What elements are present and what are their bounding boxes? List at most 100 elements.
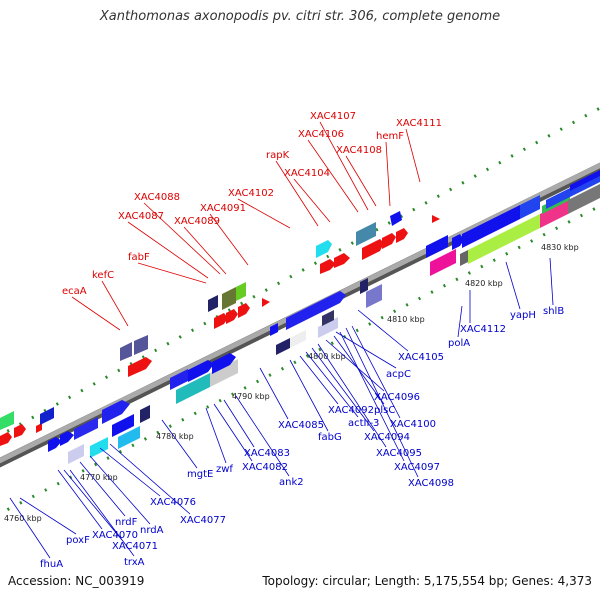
gene-feature[interactable] — [176, 373, 210, 404]
gene-feature[interactable] — [226, 309, 238, 324]
gene-feature[interactable] — [430, 249, 456, 276]
gene-feature[interactable] — [390, 211, 402, 226]
reverse-gene-label[interactable]: trxA — [124, 557, 145, 568]
reverse-gene-label[interactable]: XAC4098 — [408, 478, 454, 489]
gene-feature[interactable] — [362, 239, 384, 260]
reverse-gene-label[interactable]: XAC4083 — [244, 448, 290, 459]
reverse-gene-label[interactable]: ank2 — [279, 477, 304, 488]
gene-feature[interactable] — [356, 222, 376, 246]
forward-gene-label[interactable]: XAC4087 — [118, 211, 164, 222]
forward-gene-label[interactable]: rapK — [266, 150, 290, 161]
reverse-gene-label[interactable]: yapH — [510, 310, 536, 321]
reverse-gene-label[interactable]: XAC4071 — [112, 541, 158, 552]
gene-feature[interactable] — [238, 303, 250, 318]
gene-feature[interactable] — [90, 437, 108, 458]
reverse-gene-label[interactable]: mgtE — [187, 469, 213, 480]
reverse-gene-label[interactable]: XAC4105 — [398, 352, 444, 363]
forward-gene-label[interactable]: XAC4088 — [134, 192, 180, 203]
reverse-gene-label[interactable]: XAC4112 — [460, 324, 506, 335]
reverse-gene-label[interactable]: nrdA — [140, 525, 164, 536]
gene-feature[interactable] — [360, 278, 368, 294]
forward-gene-label[interactable]: XAC4089 — [174, 216, 220, 227]
gene-feature[interactable] — [432, 215, 440, 223]
gene-feature[interactable] — [210, 359, 238, 387]
gene-feature[interactable] — [366, 284, 382, 308]
gene-feature[interactable] — [290, 330, 306, 348]
reverse-gene-label[interactable]: fhuA — [40, 559, 63, 570]
gene-feature[interactable] — [452, 234, 464, 250]
reverse-gene-label[interactable]: actII-3 — [348, 418, 379, 429]
gene-feature[interactable] — [520, 195, 540, 219]
gene-feature[interactable] — [60, 431, 74, 446]
gene-feature[interactable] — [568, 184, 600, 214]
gene-feature[interactable] — [334, 253, 350, 268]
gene-feature[interactable] — [128, 357, 152, 377]
gene-feature[interactable] — [382, 233, 396, 249]
gene-feature[interactable] — [276, 338, 290, 355]
forward-gene-label[interactable]: fabF — [128, 252, 150, 263]
gene-feature[interactable] — [540, 200, 568, 228]
gene-feature[interactable] — [0, 411, 14, 430]
reverse-gene-label[interactable]: XAC4095 — [376, 448, 422, 459]
reverse-gene-label[interactable]: XAC4085 — [278, 420, 324, 431]
gene-feature[interactable] — [236, 282, 246, 301]
forward-gene-label[interactable]: ecaA — [62, 286, 87, 297]
gene-feature[interactable] — [14, 424, 26, 438]
gene-feature[interactable] — [0, 432, 12, 446]
reverse-gene-label[interactable]: XAC4094 — [364, 432, 410, 443]
reverse-gene-label[interactable]: XAC4097 — [394, 462, 440, 473]
gene-feature[interactable] — [316, 240, 332, 258]
reverse-gene-label[interactable]: nrdF — [115, 517, 138, 528]
gene-feature[interactable] — [120, 342, 132, 361]
reverse-gene-label[interactable]: XAC4082 — [242, 462, 288, 473]
reverse-gene-label[interactable]: fabG — [318, 432, 342, 443]
gene-feature[interactable] — [322, 310, 334, 326]
forward-gene-label[interactable]: XAC4102 — [228, 188, 274, 199]
reverse-gene-label[interactable]: poxF — [66, 535, 90, 546]
reverse-gene-label[interactable]: XAC4100 — [390, 419, 436, 430]
gene-feature[interactable] — [468, 214, 540, 264]
reverse-gene-label[interactable]: shlB — [543, 306, 564, 317]
gene-feature[interactable] — [222, 287, 236, 310]
gene-feature[interactable] — [118, 426, 140, 449]
reverse-gene-label[interactable]: XAC4096 — [374, 392, 420, 403]
reverse-gene-label[interactable]: polA — [448, 338, 470, 349]
gene-feature[interactable] — [262, 298, 270, 307]
gene-feature[interactable] — [74, 417, 98, 440]
gene-feature[interactable] — [318, 317, 338, 338]
forward-gene-label[interactable]: hemF — [376, 131, 404, 142]
gene-feature[interactable] — [48, 437, 62, 452]
gene-feature[interactable] — [112, 414, 134, 437]
gene-feature[interactable] — [214, 313, 228, 329]
gene-feature[interactable] — [320, 259, 336, 274]
forward-gene-label[interactable]: kefC — [92, 270, 114, 281]
gene-feature[interactable] — [134, 335, 148, 355]
reverse-gene-label[interactable]: acpC — [386, 369, 411, 380]
reverse-gene-label[interactable]: XAC4070 — [92, 530, 138, 541]
reverse-gene-label[interactable]: plsC — [374, 405, 395, 416]
gene-feature[interactable] — [140, 405, 150, 423]
gene-feature[interactable] — [396, 228, 408, 243]
forward-gene-label[interactable]: XAC4107 — [310, 111, 356, 122]
reverse-gene-label[interactable]: XAC4092 — [328, 405, 374, 416]
gene-feature[interactable] — [188, 360, 214, 382]
reverse-gene-label[interactable]: XAC4077 — [180, 515, 226, 526]
gene-feature[interactable] — [208, 295, 218, 312]
reverse-gene-label[interactable]: zwf — [216, 464, 233, 475]
gene-feature[interactable] — [212, 353, 236, 374]
forward-gene-label[interactable]: XAC4108 — [336, 145, 382, 156]
gene-feature[interactable] — [102, 400, 130, 424]
gene-feature[interactable] — [462, 205, 520, 248]
gene-feature[interactable] — [286, 291, 346, 330]
gene-feature[interactable] — [170, 369, 188, 390]
gene-feature[interactable] — [36, 423, 42, 433]
gene-feature[interactable] — [426, 235, 448, 258]
forward-gene-label[interactable]: XAC4106 — [298, 129, 344, 140]
gene-feature[interactable] — [460, 250, 468, 266]
reverse-gene-label[interactable]: XAC4076 — [150, 497, 196, 508]
forward-gene-label[interactable]: XAC4111 — [396, 118, 442, 129]
gene-feature[interactable] — [570, 170, 600, 191]
gene-feature[interactable] — [68, 444, 84, 464]
gene-feature[interactable] — [270, 323, 278, 336]
